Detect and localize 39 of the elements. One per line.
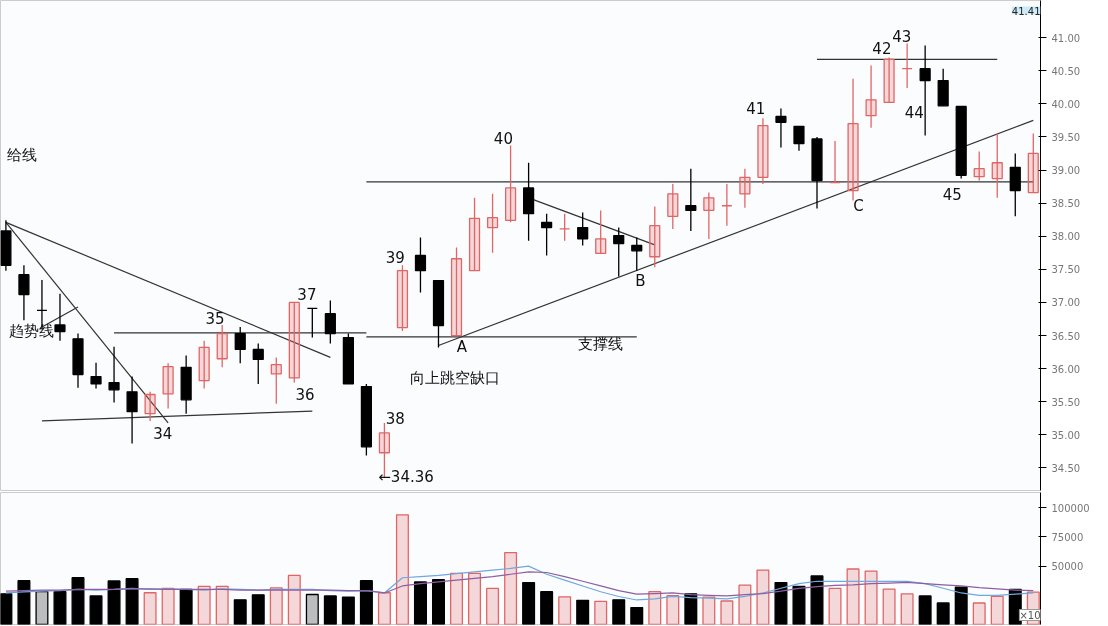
annotation: 43 (892, 27, 912, 46)
annotation: 41.41 (1011, 5, 1041, 17)
annotation: 38 (385, 409, 405, 428)
y-tick-label: 40.00 (1051, 98, 1081, 110)
annotation: 41 (746, 100, 766, 119)
y-tick-label: 39.50 (1051, 131, 1081, 143)
annotation: 35 (205, 310, 225, 329)
annotation: 支撑线 (578, 334, 624, 353)
y-tick-label: 38.50 (1051, 198, 1081, 210)
y-tick-label: 36.50 (1051, 330, 1081, 342)
annotation: 向上跳空缺口 (409, 368, 500, 387)
y-tick-label: 100000 (1051, 502, 1090, 514)
annotation: 34 (153, 424, 173, 443)
annotation: ×10 (1019, 609, 1041, 621)
annotation: 44 (904, 103, 924, 122)
y-tick-label: 37.50 (1051, 264, 1081, 276)
annotation: 趋势线 (8, 321, 54, 340)
y-tick-label: 35.00 (1051, 429, 1081, 441)
y-tick-label: 40.50 (1051, 65, 1081, 77)
annotation: B (635, 271, 646, 290)
y-tick-label: 38.00 (1051, 231, 1081, 243)
y-tick-label: 39.00 (1051, 165, 1081, 177)
annotation: 40 (493, 129, 513, 148)
annotation: 36 (295, 385, 315, 404)
y-tick-label: 34.50 (1051, 462, 1081, 474)
annotation: 给线 (7, 146, 38, 165)
annotation: A (456, 337, 468, 356)
annotation: 45 (942, 185, 962, 204)
annotation: C (853, 196, 864, 215)
annotation: 39 (385, 249, 405, 268)
y-tick-label: 75000 (1051, 531, 1084, 543)
y-tick-label: 41.00 (1051, 32, 1081, 44)
y-tick-label: 35.50 (1051, 396, 1081, 408)
y-tick-label: 50000 (1051, 561, 1084, 573)
annotation: 42 (872, 39, 892, 58)
y-tick-label: 36.00 (1051, 363, 1081, 375)
annotation: ←34.36 (378, 468, 434, 487)
annotation: 37 (297, 285, 317, 304)
y-tick-label: 37.00 (1051, 297, 1081, 309)
